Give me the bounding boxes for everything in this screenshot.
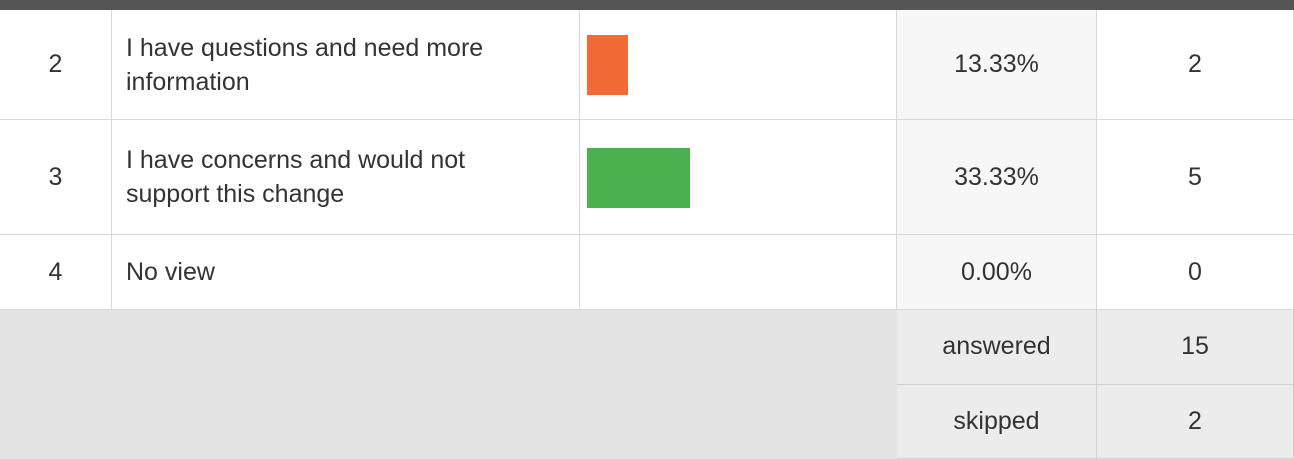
row-number: 4 (0, 235, 112, 310)
count: 5 (1097, 120, 1294, 235)
count: 0 (1097, 235, 1294, 310)
summary-value: 15 (1097, 310, 1294, 385)
summary-label: skipped (897, 384, 1097, 459)
bar-cell (580, 10, 897, 120)
choice-text: No view (112, 235, 580, 310)
bar-cell (580, 120, 897, 235)
choice-text: I have questions and need more informati… (112, 10, 580, 120)
bar (587, 35, 629, 95)
bar-cell (580, 235, 897, 310)
percent: 13.33% (897, 10, 1097, 120)
row-number: 2 (0, 10, 112, 120)
percent: 0.00% (897, 235, 1097, 310)
percent: 33.33% (897, 120, 1097, 235)
bar (587, 147, 690, 208)
count: 2 (1097, 10, 1294, 120)
header-bar (0, 0, 1294, 10)
summary-value: 2 (1097, 384, 1294, 459)
summary-background (0, 310, 897, 459)
row-number: 3 (0, 120, 112, 235)
choice-text: I have concerns and would not support th… (112, 120, 580, 235)
summary-label: answered (897, 310, 1097, 385)
